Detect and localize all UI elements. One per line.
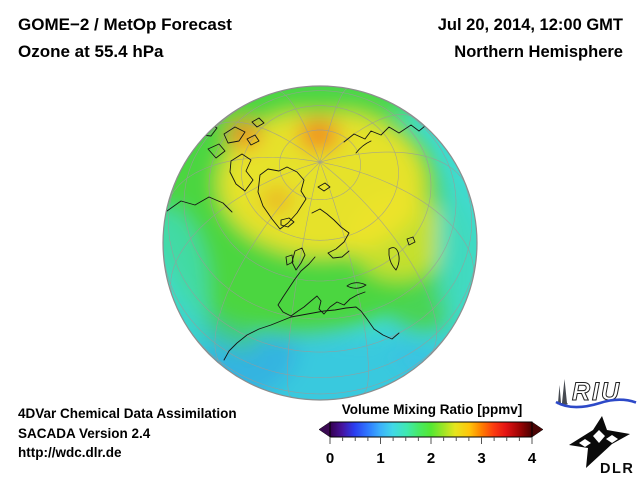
- colorbar-tick-label: 1: [376, 450, 384, 467]
- ozone-field-blob: [351, 194, 447, 280]
- dlr-logo-text: DLR: [600, 461, 634, 477]
- coast-black-sea: [346, 282, 367, 289]
- colorbar-title: Volume Mixing Ratio [ppmv]: [341, 402, 523, 417]
- coast-asia-east: [464, 134, 472, 173]
- ozone-field-blob: [437, 118, 477, 368]
- coast-svalbard: [317, 182, 331, 192]
- colorbar-right-arrow: [531, 421, 544, 438]
- colorbar-tick-label: 0: [326, 450, 334, 467]
- riu-logo: RIU: [555, 378, 637, 409]
- coast-canada-mainland: [166, 196, 233, 213]
- globe-limb: [162, 85, 478, 401]
- colorbar-tick-label: 3: [477, 450, 485, 467]
- coast-ireland: [285, 254, 294, 266]
- coast-iceland: [280, 217, 295, 228]
- colorbar-left-arrow: [318, 421, 331, 438]
- coast-africa-north: [290, 306, 375, 330]
- riu-logo-text: RIU: [572, 378, 621, 406]
- coast-chukotka: [217, 93, 239, 100]
- coast-arabia: [373, 328, 400, 340]
- colorbar-ticks: [329, 437, 533, 444]
- plot-subtitle: Ozone at 55.4 hPa: [18, 42, 164, 61]
- coast-arctic-islet-2: [251, 117, 265, 128]
- plot-title: GOME−2 / MetOp Forecast: [18, 15, 232, 34]
- dlr-logo: DLR: [569, 416, 634, 477]
- colorbar-gradient-bar: [329, 421, 533, 438]
- colorbar-tick-label: 2: [427, 450, 435, 467]
- ozone-field-blob: [163, 207, 208, 377]
- coast-caspian: [388, 247, 400, 271]
- coast-aral: [406, 236, 416, 246]
- coast-alaska: [163, 93, 211, 102]
- coast-europe: [277, 256, 366, 317]
- coast-africa-west: [223, 316, 292, 361]
- ozone-field: [163, 86, 477, 400]
- dlr-star-cutouts: [579, 430, 618, 447]
- header-right: Jul 20, 2014, 12:00 GMT Northern Hemisph…: [438, 12, 623, 66]
- colorbar-tick-label: 4: [528, 450, 537, 467]
- riu-swoosh: [555, 398, 637, 409]
- timestamp-label: Jul 20, 2014, 12:00 GMT: [437, 16, 623, 34]
- coast-scandinavia: [311, 208, 350, 259]
- coast-novaya-zemlya: [355, 140, 372, 154]
- region-label: Northern Hemisphere: [454, 43, 623, 61]
- colorbar-tick-labels: 0 1 2 3 4: [326, 450, 537, 467]
- colorbar: 0 1 2 3 4: [318, 421, 544, 467]
- coast-arctic-islet-1: [246, 134, 260, 146]
- cathedral-icon: [557, 379, 568, 405]
- ozone-field-blob: [263, 189, 291, 211]
- assimilation-label: 4DVar Chemical Data Assimilation: [18, 406, 237, 421]
- coast-greenland: [257, 166, 307, 230]
- coast-ellesmere: [223, 126, 246, 144]
- ozone-field-blob: [298, 118, 340, 152]
- coast-victoria: [207, 143, 226, 159]
- header-left: GOME−2 / MetOp Forecast Ozone at 55.4 hP…: [18, 11, 232, 65]
- version-label: SACADA Version 2.4: [18, 425, 151, 441]
- url-label: http://wdc.dlr.de: [18, 445, 122, 460]
- footer-credits: 4DVar Chemical Data Assimilation SACADA …: [18, 404, 237, 463]
- coast-baffin: [229, 153, 254, 192]
